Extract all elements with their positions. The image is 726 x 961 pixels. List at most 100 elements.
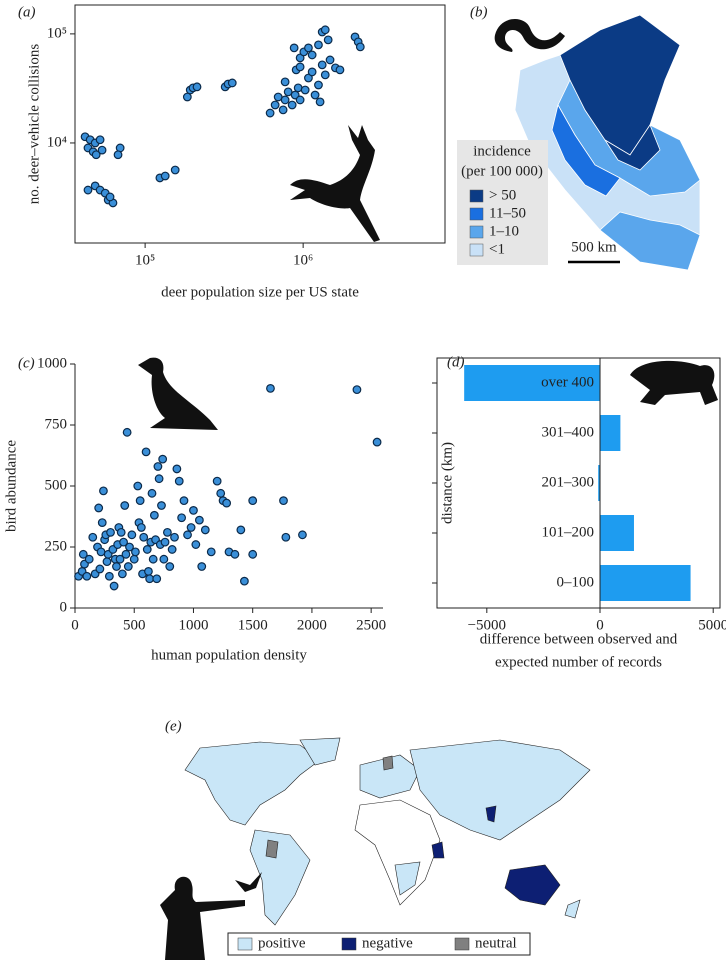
point [278, 105, 288, 115]
x-tick-label: 1500 [238, 617, 268, 633]
point [186, 523, 196, 532]
region [551, 103, 621, 197]
point [189, 506, 198, 515]
point [295, 62, 305, 72]
land [184, 741, 321, 826]
y-tick-label: 750 [45, 416, 68, 432]
legend-label: <1 [489, 241, 505, 257]
point [287, 100, 297, 110]
point [320, 70, 330, 80]
point [136, 523, 146, 532]
map-peru [514, 14, 701, 271]
point [206, 547, 216, 557]
point [160, 537, 170, 547]
point [141, 447, 151, 457]
point [162, 527, 172, 537]
x-axis-label: expected number of records [495, 654, 662, 670]
legend-swatch [469, 189, 484, 203]
bar [598, 465, 601, 501]
region [599, 211, 701, 271]
y-tick-label: 10⁴ [47, 134, 67, 150]
point [117, 569, 127, 579]
legend-label: > 50 [489, 187, 516, 203]
land [504, 864, 561, 906]
y-tick-label: 1000 [37, 355, 67, 371]
point [115, 554, 125, 564]
point [307, 67, 317, 77]
x-tick-label: 2000 [297, 617, 327, 633]
point [172, 464, 182, 474]
frog-icon [630, 360, 718, 405]
legend-title: (per 100 000) [461, 163, 543, 179]
point [95, 564, 105, 574]
bar [464, 365, 601, 401]
point [104, 571, 114, 581]
panel-label: (d) [447, 354, 465, 370]
point [160, 171, 170, 181]
panel-label: (a) [18, 4, 36, 20]
point [197, 562, 207, 571]
land [431, 841, 445, 859]
legend-swatch [469, 243, 484, 257]
point [283, 87, 293, 97]
land [564, 899, 581, 919]
point [154, 474, 164, 484]
point [167, 545, 177, 554]
point [91, 150, 101, 160]
person-icon [160, 876, 245, 960]
legend-swatch [237, 937, 253, 951]
point [82, 571, 92, 581]
point [335, 65, 345, 75]
point [280, 95, 290, 105]
point [352, 385, 362, 395]
panel-label: (c) [18, 355, 35, 371]
point [84, 554, 94, 564]
snake-icon [494, 18, 565, 52]
point [200, 525, 210, 535]
point [177, 513, 187, 523]
y-tick-label: 0 [60, 599, 68, 615]
land [409, 739, 591, 841]
point [149, 510, 159, 520]
world-map [184, 737, 591, 926]
point [295, 95, 305, 105]
point [152, 574, 162, 584]
x-axis-label: difference between observed and [480, 631, 678, 647]
y-tick-label: 250 [45, 538, 68, 554]
point [310, 90, 320, 100]
point [145, 574, 155, 584]
category-label: 201–300 [542, 474, 595, 490]
point [314, 80, 323, 90]
point [131, 547, 140, 557]
bird-icon [235, 872, 262, 892]
point [191, 540, 201, 549]
y-tick-label: 500 [45, 477, 68, 493]
legend-swatch [341, 937, 357, 951]
point [300, 85, 310, 95]
x-axis-label: human population density [151, 647, 307, 663]
category-label: 0–100 [557, 574, 595, 590]
legend-label: positive [258, 935, 306, 951]
bar [600, 415, 621, 451]
land [354, 799, 441, 906]
point [279, 496, 288, 506]
land [249, 829, 311, 926]
point [317, 60, 327, 70]
crow-icon [138, 357, 218, 430]
point [83, 185, 93, 195]
legend-box [227, 932, 531, 956]
point [314, 40, 323, 50]
point [102, 557, 112, 567]
point [174, 476, 184, 486]
point [222, 498, 232, 508]
panel-label: (e) [165, 718, 182, 734]
point [122, 427, 132, 437]
legend-swatch [454, 937, 470, 951]
deer-icon [290, 125, 380, 242]
point [248, 549, 258, 559]
point [125, 542, 134, 552]
point [113, 150, 123, 160]
legend-title: incidence [473, 143, 531, 159]
point [97, 518, 107, 527]
